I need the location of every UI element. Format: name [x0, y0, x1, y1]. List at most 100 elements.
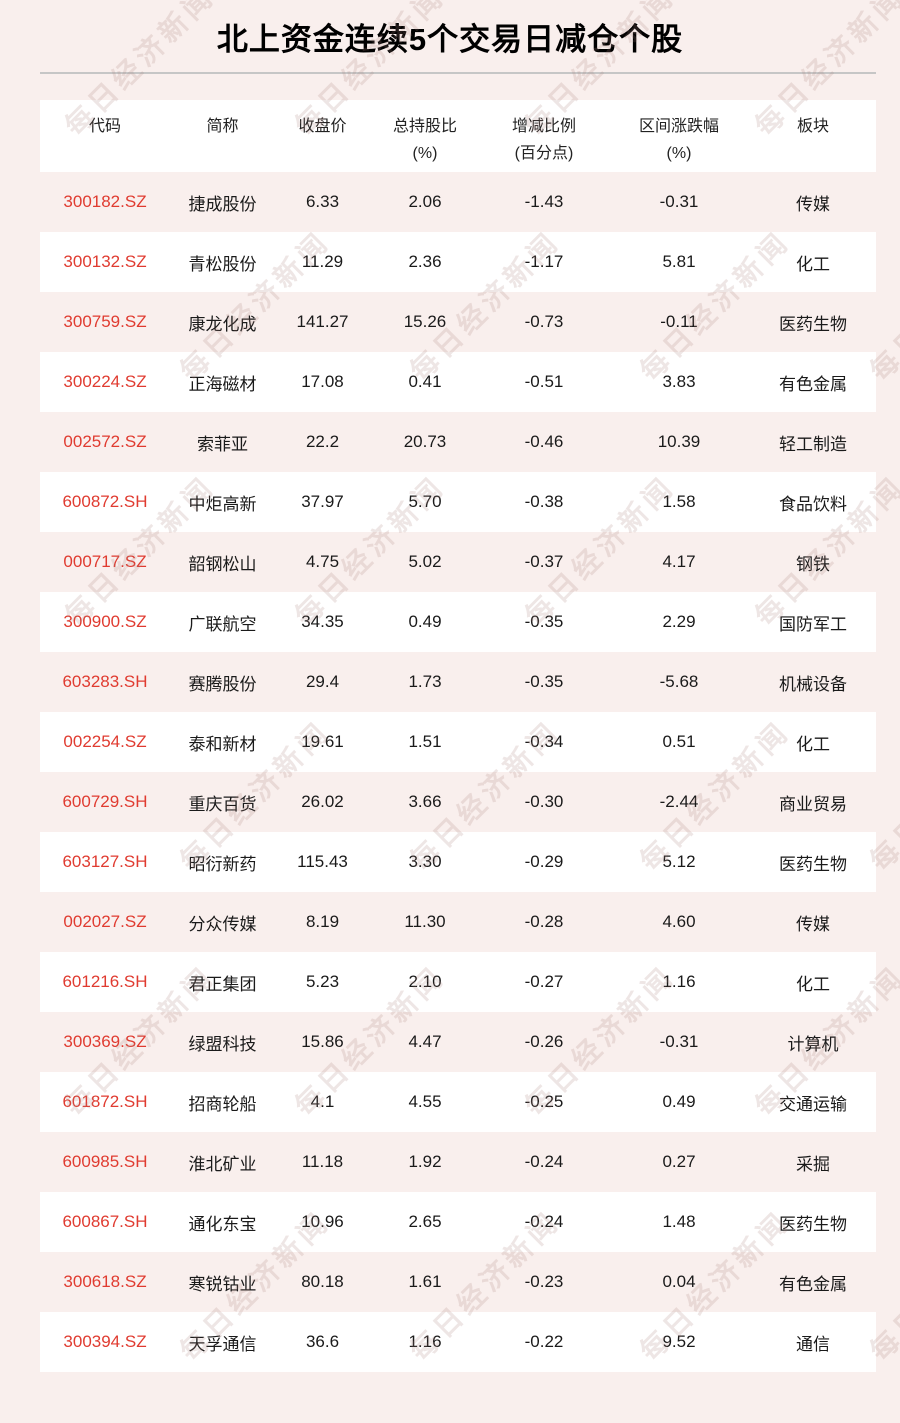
table-row: 603283.SH 赛腾股份 29.4 1.73 -0.35 -5.68 机械设备 — [40, 652, 876, 712]
sector: 计算机 — [787, 1034, 839, 1054]
table-row: 600985.SH 淮北矿业 11.18 1.92 -0.24 0.27 采掘 — [40, 1132, 876, 1192]
sector: 国防军工 — [779, 614, 847, 634]
holding-pct: 1.16 — [408, 1332, 442, 1351]
column-header-code: 代码 — [40, 100, 170, 172]
close-price: 141.27 — [296, 312, 349, 331]
table-header-row: 代码 简称 收盘价 总持股比 (%) 增减比例 (百分点) 区间涨跌幅 (%) — [40, 100, 876, 172]
close-price: 115.43 — [297, 852, 348, 871]
stock-code: 300618.SZ — [63, 1272, 147, 1291]
stock-name: 寒锐钴业 — [188, 1274, 257, 1294]
interval-change: -5.68 — [659, 672, 699, 691]
holding-pct: 3.30 — [408, 852, 442, 871]
sector: 医药生物 — [779, 314, 847, 334]
table-row: 002572.SZ 索菲亚 22.2 20.73 -0.46 10.39 轻工制造 — [40, 412, 876, 472]
change-pct-points: -0.37 — [524, 552, 564, 571]
close-price: 80.18 — [301, 1272, 344, 1291]
table-row: 300618.SZ 寒锐钴业 80.18 1.61 -0.23 0.04 有色金属 — [40, 1252, 876, 1312]
sector: 有色金属 — [779, 374, 847, 394]
stock-code: 600872.SH — [62, 492, 148, 511]
table-row: 600867.SH 通化东宝 10.96 2.65 -0.24 1.48 医药生物 — [40, 1192, 876, 1252]
sector: 医药生物 — [779, 1214, 847, 1234]
holding-pct: 5.02 — [408, 552, 442, 571]
stock-name: 青松股份 — [188, 254, 257, 274]
table-row: 300132.SZ 青松股份 11.29 2.36 -1.17 5.81 化工 — [40, 232, 876, 292]
close-price: 36.6 — [305, 1332, 340, 1351]
interval-change: 0.27 — [662, 1152, 696, 1171]
table-row: 002254.SZ 泰和新材 19.61 1.51 -0.34 0.51 化工 — [40, 712, 876, 772]
table-row: 601216.SH 君正集团 5.23 2.10 -0.27 1.16 化工 — [40, 952, 876, 1012]
sector: 传媒 — [796, 914, 830, 934]
holding-pct: 15.26 — [403, 312, 447, 331]
holding-pct: 2.06 — [408, 192, 442, 211]
holding-pct: 1.51 — [408, 732, 442, 751]
stock-code: 300132.SZ — [63, 252, 147, 271]
column-header-change-pts: 增减比例 (百分点) — [480, 100, 608, 172]
holding-pct: 0.49 — [408, 612, 442, 631]
change-pct-points: -0.27 — [524, 972, 564, 991]
close-price: 11.29 — [301, 252, 344, 271]
change-pct-points: -0.46 — [524, 432, 564, 451]
close-price: 22.2 — [305, 432, 340, 451]
change-pct-points: -0.34 — [524, 732, 564, 751]
table-row: 300759.SZ 康龙化成 141.27 15.26 -0.73 -0.11 医药生物 — [40, 292, 876, 352]
stock-name: 韶钢松山 — [188, 554, 257, 574]
close-price: 8.19 — [305, 912, 340, 931]
change-pct-points: -0.35 — [524, 672, 564, 691]
interval-change: 9.52 — [662, 1332, 696, 1351]
holding-pct: 2.65 — [408, 1212, 442, 1231]
table-row: 600729.SH 重庆百货 26.02 3.66 -0.30 -2.44 商业贸易 — [40, 772, 876, 832]
sector: 采掘 — [796, 1154, 830, 1174]
change-pct-points: -0.29 — [524, 852, 564, 871]
sector: 化工 — [796, 974, 830, 994]
interval-change: 10.39 — [657, 432, 701, 451]
table-row: 300182.SZ 捷成股份 6.33 2.06 -1.43 -0.31 传媒 — [40, 172, 876, 232]
change-pct-points: -0.24 — [524, 1212, 564, 1231]
interval-change: 0.49 — [662, 1092, 696, 1111]
table-row: 600872.SH 中炬高新 37.97 5.70 -0.38 1.58 食品饮料 — [40, 472, 876, 532]
interval-change: 1.16 — [662, 972, 696, 991]
change-pct-points: -0.30 — [524, 792, 564, 811]
stock-code: 601872.SH — [62, 1092, 148, 1111]
stock-code: 300759.SZ — [63, 312, 147, 331]
change-pct-points: -0.73 — [524, 312, 564, 331]
sector: 商业贸易 — [779, 794, 847, 814]
stock-code: 000717.SZ — [63, 552, 147, 571]
holding-pct: 2.36 — [408, 252, 442, 271]
header-line1: 板块 — [796, 118, 829, 135]
close-price: 26.02 — [301, 792, 344, 811]
header-line1: 代码 — [88, 118, 121, 135]
close-price: 11.18 — [301, 1152, 344, 1171]
stock-code: 300394.SZ — [63, 1332, 147, 1351]
stock-name: 昭衍新药 — [188, 854, 257, 874]
stock-name: 康龙化成 — [188, 314, 257, 334]
stock-name: 天孚通信 — [188, 1334, 257, 1354]
table-row: 300394.SZ 天孚通信 36.6 1.16 -0.22 9.52 通信 — [40, 1312, 876, 1372]
holding-pct: 11.30 — [404, 912, 446, 931]
close-price: 37.97 — [301, 492, 344, 511]
change-pct-points: -0.28 — [524, 912, 564, 931]
stock-name: 淮北矿业 — [188, 1154, 257, 1174]
stock-code: 300224.SZ — [63, 372, 147, 391]
change-pct-points: -0.51 — [524, 372, 564, 391]
stock-name: 君正集团 — [188, 974, 257, 994]
stock-code: 300369.SZ — [63, 1032, 147, 1051]
column-header-interval-change: 区间涨跌幅 (%) — [608, 100, 750, 172]
close-price: 4.75 — [305, 552, 340, 571]
header-line1: 简称 — [206, 118, 239, 135]
change-pct-points: -0.24 — [524, 1152, 564, 1171]
close-price: 29.4 — [305, 672, 340, 691]
stock-code: 600867.SH — [62, 1212, 148, 1231]
change-pct-points: -1.43 — [524, 192, 564, 211]
interval-change: 1.58 — [662, 492, 696, 511]
change-pct-points: -0.38 — [524, 492, 564, 511]
interval-change: 2.29 — [662, 612, 696, 631]
interval-change: -0.31 — [659, 192, 699, 211]
column-header-holding-pct: 总持股比 (%) — [370, 100, 480, 172]
stock-name: 赛腾股份 — [188, 674, 257, 694]
holding-pct: 2.10 — [408, 972, 442, 991]
header-line2: (%) — [412, 145, 438, 162]
stock-name: 广联航空 — [188, 614, 257, 634]
stock-code: 600985.SH — [62, 1152, 148, 1171]
header-line1: 增减比例 — [511, 118, 576, 135]
holding-pct: 1.73 — [408, 672, 442, 691]
